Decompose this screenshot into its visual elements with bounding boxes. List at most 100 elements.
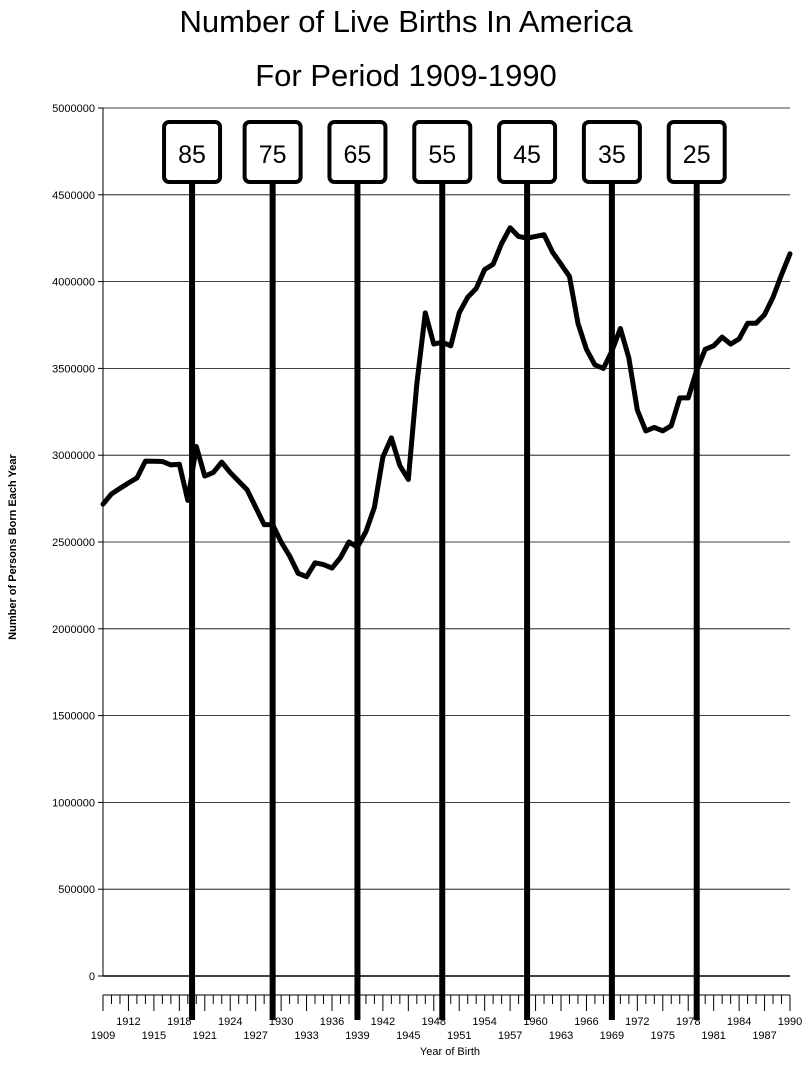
data-point (424, 312, 426, 314)
x-tick-label: 1942 (371, 1016, 395, 1028)
data-point (568, 275, 570, 277)
data-point (339, 557, 341, 559)
data-point (187, 499, 189, 501)
data-point (721, 336, 723, 338)
data-point (221, 461, 223, 463)
data-point (127, 482, 129, 484)
data-point (441, 341, 443, 343)
x-tick-label: 1954 (472, 1016, 496, 1028)
y-tick-label: 2500000 (52, 537, 95, 549)
data-point (297, 572, 299, 574)
data-point (747, 322, 749, 324)
y-tick-label: 1500000 (52, 711, 95, 723)
births-series-line (100, 225, 793, 580)
data-point (501, 242, 503, 244)
chart-subtitle: For Period 1909-1990 (255, 58, 557, 93)
data-point (560, 263, 562, 265)
y-tick-label: 4500000 (52, 190, 95, 202)
data-point (772, 296, 774, 298)
data-point (458, 312, 460, 314)
data-point (255, 506, 257, 508)
x-tick-label: 1945 (396, 1030, 420, 1042)
data-point (119, 487, 121, 489)
x-tick-label: 1912 (116, 1016, 140, 1028)
age-label: 75 (259, 141, 287, 169)
data-point (306, 576, 308, 578)
age-box (412, 120, 473, 184)
data-point (738, 338, 740, 340)
data-point (407, 479, 409, 481)
data-point (484, 268, 486, 270)
age-label: 65 (344, 141, 372, 169)
data-point (195, 446, 197, 448)
x-tick-label: 1921 (193, 1030, 217, 1042)
x-tick-label: 1909 (91, 1030, 115, 1042)
data-point (467, 296, 469, 298)
data-point (170, 464, 172, 466)
age-box (666, 120, 727, 184)
data-point (416, 383, 418, 385)
age-box (327, 120, 388, 184)
data-point (433, 343, 435, 345)
age-box (581, 120, 642, 184)
data-point (679, 397, 681, 399)
data-point (229, 472, 231, 474)
x-tick-label: 1987 (752, 1030, 776, 1042)
data-point (399, 465, 401, 467)
data-point (594, 364, 596, 366)
data-point (382, 456, 384, 458)
data-point (636, 409, 638, 411)
age-box (162, 120, 223, 184)
data-point (687, 397, 689, 399)
data-point (263, 524, 265, 526)
data-point (450, 345, 452, 347)
x-tick-label: 1969 (600, 1030, 624, 1042)
age-label: 45 (513, 141, 541, 169)
x-tick-label: 1957 (498, 1030, 522, 1042)
data-point (713, 345, 715, 347)
x-tick-label: 1981 (701, 1030, 725, 1042)
data-point (144, 460, 146, 462)
data-point (204, 475, 206, 477)
y-tick-label: 3500000 (52, 363, 95, 375)
data-point (314, 562, 316, 564)
data-point (628, 357, 630, 359)
data-point (662, 430, 664, 432)
age-label: 35 (598, 141, 626, 169)
data-point (781, 274, 783, 276)
data-point (696, 369, 698, 371)
data-point (161, 460, 163, 462)
data-point (764, 314, 766, 316)
data-point (365, 531, 367, 533)
y-tick-label: 4000000 (52, 277, 95, 289)
y-tick-label: 5000000 (52, 103, 95, 115)
x-tick-label: 1972 (625, 1016, 649, 1028)
y-tick-label: 2000000 (52, 624, 95, 636)
data-point (373, 506, 375, 508)
data-point (280, 541, 282, 543)
chart-title: Number of Live Births In America (179, 4, 633, 39)
age-label: 55 (428, 141, 456, 169)
age-box (497, 120, 558, 184)
data-point (602, 367, 604, 369)
data-point (611, 350, 613, 352)
x-tick-label: 1936 (320, 1016, 344, 1028)
data-point (102, 503, 104, 505)
x-tick-label: 1933 (294, 1030, 318, 1042)
data-point (526, 237, 528, 239)
data-point (619, 327, 621, 329)
data-point (475, 288, 477, 290)
data-point (272, 524, 274, 526)
data-point (323, 564, 325, 566)
data-point (492, 263, 494, 265)
x-tick-label: 1951 (447, 1030, 471, 1042)
data-point (543, 234, 545, 236)
x-tick-label: 1924 (218, 1016, 242, 1028)
data-point (755, 322, 757, 324)
age-box (242, 120, 303, 184)
y-tick-label: 3000000 (52, 450, 95, 462)
data-point (110, 493, 112, 495)
data-point (670, 425, 672, 427)
data-point (518, 235, 520, 237)
